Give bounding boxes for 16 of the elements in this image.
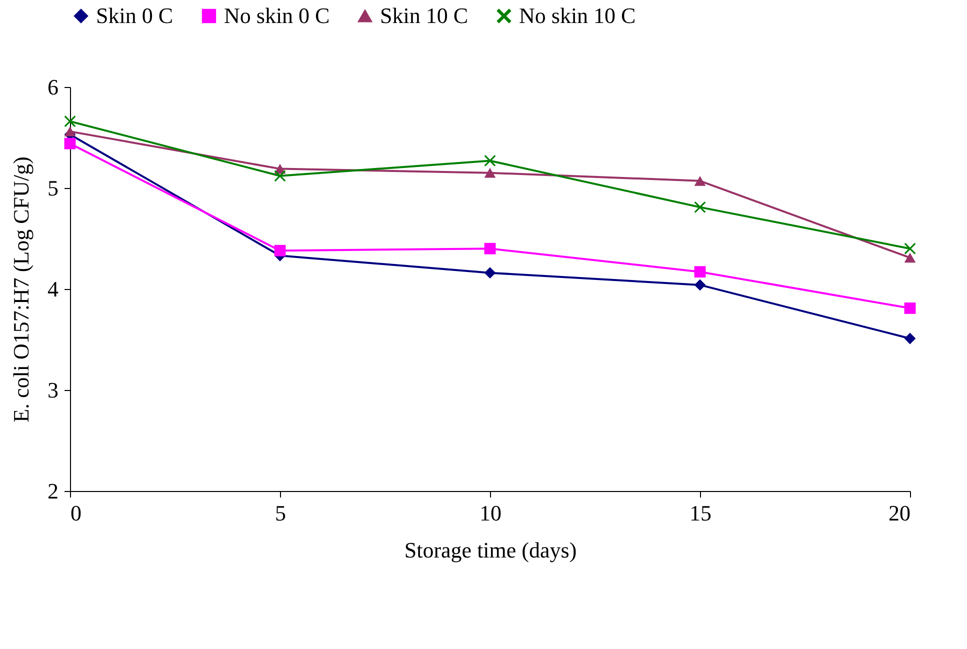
x-tick-label: 15: [690, 500, 712, 526]
y-tick-label: 5: [48, 176, 58, 200]
y-tick-label: 3: [48, 378, 58, 402]
y-axis-title: E. coli O157:H7 (Log CFU/g): [8, 156, 34, 422]
y-tick-label: 4: [48, 276, 58, 302]
y-tick-label: 6: [48, 74, 58, 100]
legend-label: Skin 10 C: [380, 3, 468, 28]
x-tick-label: 10: [480, 500, 502, 526]
legend-label: No skin 0 C: [224, 3, 330, 28]
y-tick-label: 2: [48, 478, 58, 504]
legend-label: Skin 0 C: [96, 3, 174, 28]
x-tick-label: 5: [275, 500, 286, 526]
x-tick-label: 20: [888, 500, 910, 526]
x-tick-label: 0: [70, 500, 82, 526]
x-axis-title: Storage time (days): [404, 538, 577, 562]
legend-label: No skin 10 C: [519, 3, 636, 28]
